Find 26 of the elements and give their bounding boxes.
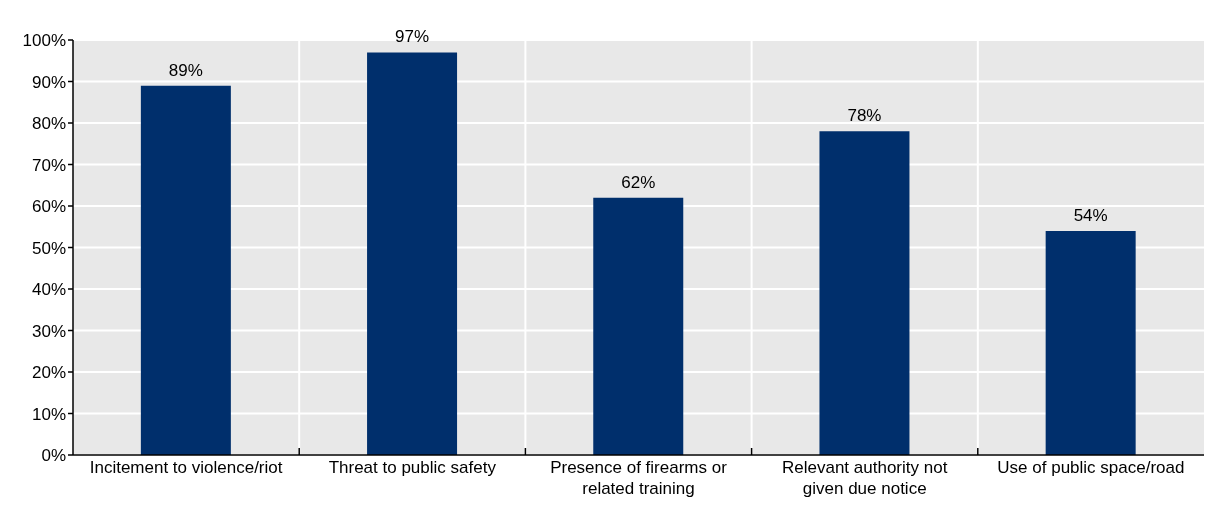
x-tick-label: Threat to public safety	[328, 458, 497, 478]
y-tick-label: 10%	[31, 404, 66, 424]
y-tick-label: 60%	[31, 197, 66, 217]
y-tick-label: 50%	[31, 238, 66, 258]
x-tick-label: Relevant authority not given due notice	[782, 458, 948, 499]
data-label: 62%	[621, 172, 656, 192]
x-tick-label: Incitement to violence/riot	[89, 458, 283, 478]
data-label: 54%	[1073, 205, 1108, 225]
y-tick-label: 70%	[31, 155, 66, 175]
bar	[1045, 230, 1136, 455]
bar	[593, 197, 684, 455]
x-tick-label: Presence of firearms or related training	[550, 458, 728, 499]
bar	[140, 85, 231, 455]
y-tick-label: 100%	[22, 31, 66, 51]
y-tick-label: 90%	[31, 72, 66, 92]
y-tick-label: 40%	[31, 280, 66, 300]
y-tick-label: 30%	[31, 321, 66, 341]
bar	[819, 131, 910, 455]
y-tick-label: 80%	[31, 114, 66, 134]
bar	[367, 52, 458, 455]
y-tick-label: 0%	[41, 446, 66, 466]
data-label: 97%	[395, 27, 430, 47]
y-tick-label: 20%	[31, 363, 66, 383]
data-label: 78%	[847, 106, 882, 126]
data-label: 89%	[168, 60, 203, 80]
x-tick-label: Use of public space/road	[997, 458, 1185, 478]
